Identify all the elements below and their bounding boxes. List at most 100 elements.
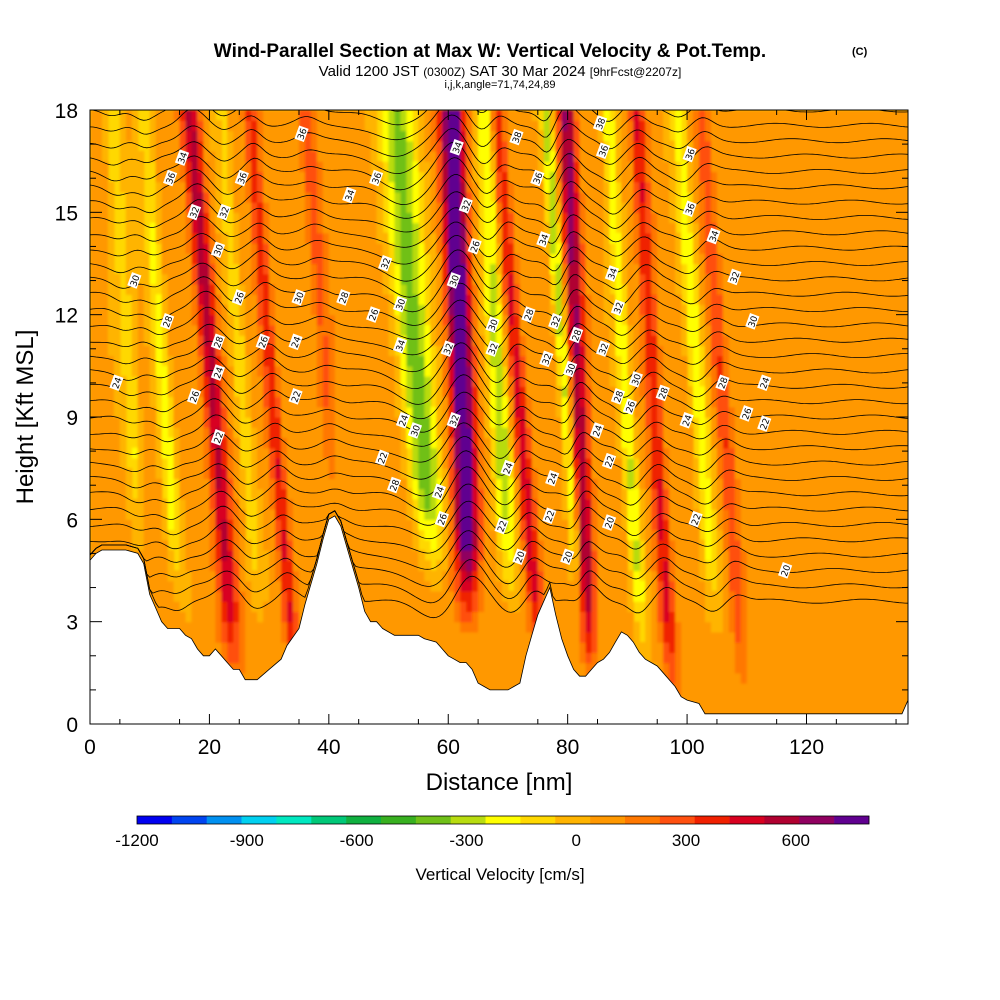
- contour-label: 22: [288, 388, 304, 405]
- contour-label: 32: [727, 268, 743, 286]
- contour-label: 32: [378, 255, 393, 272]
- contour-label: 28: [386, 476, 402, 494]
- contour-label: 20: [512, 548, 528, 566]
- colorbar-tick-label: 300: [672, 831, 700, 850]
- chart-title: Wind-Parallel Section at Max W: Vertical…: [214, 41, 766, 62]
- contour-label: 24: [431, 483, 447, 501]
- isentrope-line: [90, 407, 908, 447]
- x-tick-label: 60: [437, 736, 460, 759]
- contour-label: 32: [595, 340, 611, 357]
- contour-label: 36: [595, 142, 611, 160]
- contour-label: 28: [610, 388, 626, 405]
- isentrope-line: [90, 357, 908, 405]
- y-tick-label: 9: [66, 407, 78, 430]
- colorbar-swatch: [241, 816, 277, 824]
- contour-label: 34: [536, 231, 552, 248]
- contour-label: 30: [563, 360, 578, 378]
- isentrope-line: [90, 157, 908, 206]
- y-tick-label: 18: [55, 100, 78, 123]
- contour-label: 34: [706, 227, 722, 245]
- x-tick-label: 40: [317, 736, 340, 759]
- contour-label: 32: [610, 299, 626, 316]
- contour-label: 26: [366, 306, 381, 323]
- x-axis-label: Distance [nm]: [426, 769, 573, 796]
- contour-label: 34: [342, 186, 358, 204]
- chart-subtitle: Valid 1200 JST (0300Z) SAT 30 Mar 2024 […: [319, 63, 682, 80]
- colorbar-swatch: [520, 816, 556, 824]
- contour-label: 34: [449, 139, 465, 156]
- contour-label: 26: [467, 237, 483, 255]
- colorbar: -1200 -900 -600 -300 0 300 600: [115, 815, 870, 850]
- isentrope-line: [90, 265, 908, 313]
- contour-label: 30: [392, 295, 408, 313]
- isentrope-line: [90, 374, 908, 420]
- isentrope-line: [90, 328, 908, 373]
- contour-label: 26: [739, 405, 755, 422]
- contour-label: 24: [589, 422, 605, 439]
- contour-label: 36: [530, 169, 546, 187]
- contour-label: 32: [548, 313, 563, 330]
- colorbar-swatch: [659, 816, 696, 824]
- colorbar-swatch: [799, 816, 835, 824]
- x-tick-label: 120: [789, 736, 824, 759]
- isentrope-line: [90, 191, 908, 233]
- colorbar-swatch: [276, 816, 312, 824]
- contour-label: 38: [592, 115, 608, 132]
- isentrope-line: [90, 141, 908, 191]
- isentrope-line: [90, 510, 908, 619]
- isentrope-line: [90, 249, 908, 298]
- contour-label: 28: [210, 333, 226, 351]
- contour-label: 32: [539, 350, 555, 368]
- contour-label: 30: [210, 241, 226, 259]
- contour-label: 28: [336, 289, 352, 306]
- contour-label: 28: [715, 374, 731, 392]
- contour-label: 26: [186, 388, 202, 405]
- colorbar-swatch: [834, 816, 870, 824]
- colorbar-swatch: [346, 816, 382, 824]
- isentrope-line: [90, 510, 908, 604]
- isentrope-line: [90, 466, 908, 512]
- y-tick-label: 0: [66, 714, 78, 737]
- contour-label: 22: [494, 517, 510, 535]
- isentrope-line: [90, 510, 908, 587]
- y-tick-label: 15: [55, 202, 78, 225]
- title-mark: (C): [852, 46, 868, 58]
- contour-label: 26: [231, 289, 247, 306]
- y-tick-label: 6: [66, 509, 78, 532]
- isentrope-line: [90, 282, 908, 326]
- contour-label: 20: [778, 562, 793, 579]
- colorbar-swatch: [381, 816, 417, 824]
- contour-label: 24: [500, 459, 516, 477]
- contour-label: 36: [682, 145, 698, 163]
- contour-label: 32: [440, 340, 456, 357]
- contour-label: 24: [395, 411, 411, 429]
- contour-label: 38: [509, 128, 525, 146]
- isentrope-line: [90, 110, 908, 126]
- contour-label: 30: [485, 316, 501, 334]
- contour-label: 30: [127, 272, 143, 289]
- contour-label: 36: [163, 169, 178, 187]
- contour-label: 22: [210, 429, 226, 446]
- contour-label: 34: [174, 149, 190, 166]
- colorbar-tick-label: -900: [230, 831, 264, 850]
- terrain-mask: [90, 515, 908, 724]
- y-tick-label: 12: [55, 305, 78, 328]
- colorbar-label: Vertical Velocity [cm/s]: [415, 865, 584, 884]
- isentrope-line: [90, 450, 908, 497]
- colorbar-swatch: [137, 816, 173, 824]
- subtitle-utc: (0300Z): [423, 65, 465, 79]
- colorbar-swatch: [485, 816, 521, 824]
- colorbar-swatch: [590, 816, 626, 824]
- colorbar-swatch: [450, 816, 486, 824]
- colorbar-swatch: [171, 816, 208, 824]
- contour-label: 24: [757, 374, 773, 392]
- colorbar-swatch: [415, 816, 452, 824]
- contour-label: 20: [560, 548, 576, 566]
- contour-label: 32: [216, 203, 232, 221]
- contour-label: 34: [392, 336, 408, 354]
- contour-label: 36: [294, 125, 310, 143]
- colorbar-swatch: [625, 816, 661, 824]
- contour-label: 32: [186, 203, 202, 221]
- colorbar-swatch: [555, 816, 591, 824]
